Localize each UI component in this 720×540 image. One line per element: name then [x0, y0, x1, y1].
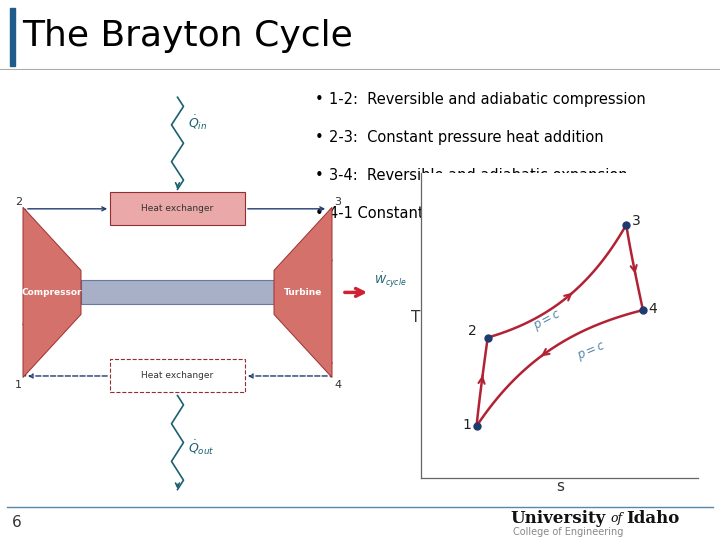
Text: •: • — [315, 206, 324, 221]
Text: Compressor: Compressor — [22, 288, 82, 297]
FancyBboxPatch shape — [81, 280, 274, 305]
Text: 4: 4 — [649, 302, 657, 316]
Text: 6: 6 — [12, 515, 22, 530]
Text: Turbine: Turbine — [284, 288, 322, 297]
Text: •: • — [315, 92, 324, 107]
Text: 2-3:  Constant pressure heat addition: 2-3: Constant pressure heat addition — [329, 130, 603, 145]
Polygon shape — [23, 207, 81, 377]
Text: 4: 4 — [334, 380, 341, 390]
Text: 3: 3 — [334, 197, 341, 207]
Text: 1: 1 — [463, 418, 472, 432]
Text: Heat exchanger: Heat exchanger — [141, 372, 214, 381]
Text: 2: 2 — [468, 323, 477, 338]
Text: 3-4:  Reversible and adiabatic expansion: 3-4: Reversible and adiabatic expansion — [329, 168, 628, 183]
Text: of: of — [610, 511, 622, 525]
Text: 2: 2 — [15, 197, 22, 207]
Text: •: • — [315, 130, 324, 145]
Text: $\dot{W}_{cycle}$: $\dot{W}_{cycle}$ — [374, 271, 407, 290]
Text: $p = c$: $p = c$ — [531, 307, 564, 334]
Text: 1: 1 — [15, 380, 22, 390]
Text: Idaho: Idaho — [626, 510, 679, 526]
Text: The Brayton Cycle: The Brayton Cycle — [22, 19, 353, 53]
Text: $p = c$: $p = c$ — [575, 340, 608, 365]
Text: 1-2:  Reversible and adiabatic compression: 1-2: Reversible and adiabatic compressio… — [329, 92, 646, 107]
Text: 3: 3 — [632, 214, 641, 228]
FancyBboxPatch shape — [110, 192, 245, 225]
Text: University: University — [510, 510, 606, 526]
Text: $\dot{Q}_{in}$: $\dot{Q}_{in}$ — [187, 114, 207, 132]
Text: •: • — [315, 168, 324, 183]
FancyBboxPatch shape — [110, 360, 245, 393]
Y-axis label: T: T — [411, 310, 420, 325]
Text: Heat exchanger: Heat exchanger — [141, 204, 214, 213]
Polygon shape — [274, 207, 332, 377]
Text: $\dot{Q}_{out}$: $\dot{Q}_{out}$ — [187, 438, 214, 457]
X-axis label: s: s — [556, 480, 564, 494]
Bar — [10, 8, 15, 66]
Text: College of Engineering: College of Engineering — [513, 527, 624, 537]
Text: 4-1 Constant pressure heat rejection: 4-1 Constant pressure heat rejection — [329, 206, 598, 221]
